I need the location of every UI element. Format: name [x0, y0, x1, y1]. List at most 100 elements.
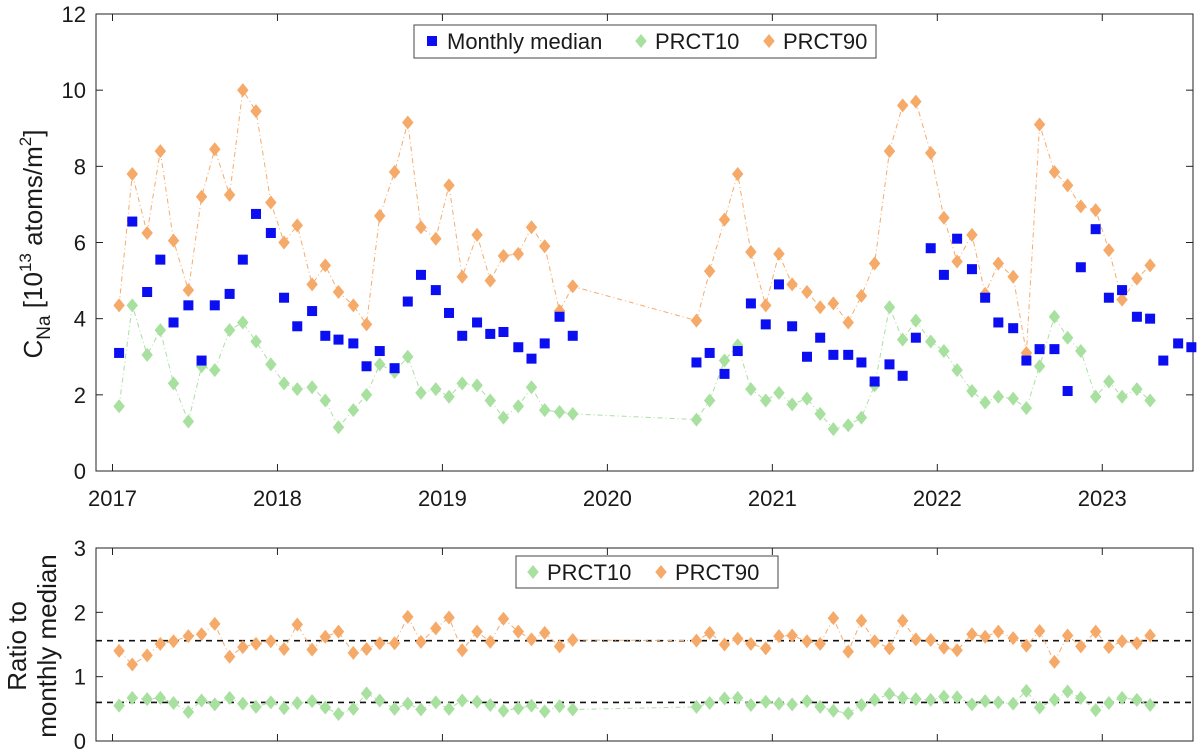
point-prct10	[456, 376, 468, 391]
plot-frame	[95, 547, 1194, 742]
point-monthly-median	[1049, 344, 1060, 355]
point-monthly-median	[787, 321, 798, 332]
point-prct10	[223, 323, 236, 338]
point-prct10	[1075, 344, 1087, 359]
point-prct10	[443, 389, 455, 404]
point-prct90	[223, 187, 236, 202]
point-prct90	[951, 643, 963, 658]
point-prct90	[402, 609, 414, 624]
point-prct90	[924, 146, 937, 161]
y-tick-label: 8	[74, 154, 86, 179]
point-prct90	[306, 277, 318, 292]
point-prct90	[1116, 634, 1128, 649]
legend-label: PRCT10	[547, 560, 631, 585]
point-prct90	[690, 313, 703, 328]
point-prct90	[347, 298, 360, 313]
point-prct90	[842, 644, 854, 659]
y-axis-label-sub: Na	[34, 315, 55, 340]
point-prct90	[167, 634, 180, 649]
point-monthly-median	[567, 330, 578, 341]
point-prct90	[786, 628, 798, 643]
point-prct10	[1007, 696, 1019, 711]
point-monthly-median	[719, 368, 730, 379]
point-prct90	[883, 144, 896, 159]
point-prct10	[360, 387, 373, 402]
point-monthly-median	[251, 208, 262, 219]
point-prct10	[402, 696, 414, 711]
point-monthly-median	[307, 306, 318, 317]
point-prct90	[388, 165, 401, 180]
point-prct90	[1131, 636, 1143, 651]
point-monthly-median	[168, 317, 179, 328]
point-prct90	[801, 285, 813, 300]
point-prct90	[265, 195, 277, 210]
point-monthly-median	[457, 330, 468, 341]
point-monthly-median	[938, 269, 949, 280]
point-monthly-median	[952, 233, 963, 244]
point-prct10	[992, 695, 1005, 710]
point-prct90	[773, 246, 785, 261]
point-prct90	[209, 142, 221, 157]
point-monthly-median	[745, 298, 756, 309]
point-prct10	[896, 332, 909, 347]
point-prct90	[690, 633, 703, 648]
point-prct90	[979, 629, 991, 644]
point-prct90	[373, 208, 386, 223]
point-prct10	[250, 334, 262, 349]
point-prct90	[141, 648, 153, 663]
point-prct10	[471, 378, 483, 393]
point-prct90	[525, 632, 538, 647]
point-prct10	[456, 693, 468, 708]
point-prct10	[306, 694, 318, 709]
point-prct10	[1048, 309, 1061, 324]
top-panel: 0 2 4 6 8 10 12 2017 2018 2019 2020 2021 2022 2023 CNa…	[16, 2, 1197, 511]
point-monthly-median	[114, 347, 125, 358]
point-prct90	[319, 258, 332, 273]
point-prct10	[1103, 374, 1115, 389]
point-prct10	[209, 697, 221, 712]
point-prct10	[827, 703, 840, 718]
point-prct10	[265, 357, 277, 372]
point-prct90	[182, 283, 195, 298]
point-prct10	[1020, 401, 1033, 416]
y-tick-label: 12	[62, 2, 86, 27]
y-axis-label-exp: 13	[16, 253, 35, 272]
point-prct90	[360, 317, 373, 332]
x-tick-label: 2019	[418, 486, 467, 511]
y-axis-label-main: C	[18, 340, 48, 359]
legend: PRCT10 PRCT90	[515, 555, 779, 589]
point-prct90	[1075, 639, 1087, 654]
point-monthly-median	[155, 254, 166, 265]
point-prct10	[773, 696, 785, 711]
point-prct90	[1061, 178, 1074, 193]
point-prct10	[525, 380, 538, 395]
point-prct90	[154, 636, 167, 651]
point-monthly-median	[265, 227, 276, 238]
point-prct10	[1033, 359, 1046, 374]
point-prct10	[347, 701, 360, 716]
point-prct90	[938, 210, 950, 225]
point-prct90	[497, 611, 510, 626]
point-prct10	[938, 344, 950, 359]
point-prct90	[484, 273, 497, 288]
point-monthly-median	[1103, 292, 1114, 303]
point-prct90	[167, 233, 180, 248]
point-prct90	[731, 631, 744, 646]
y-axis-label-line2: monthly median	[32, 554, 62, 738]
point-prct10	[1131, 382, 1143, 397]
point-prct10	[553, 699, 566, 714]
point-prct90	[1033, 623, 1046, 638]
y-axis-label: CNa [1013 atoms/m2]	[16, 130, 55, 359]
point-prct90	[291, 617, 303, 632]
plot-frame	[95, 13, 1194, 472]
point-prct10	[966, 697, 978, 712]
point-prct90	[471, 624, 483, 639]
point-monthly-median	[183, 300, 194, 311]
point-prct10	[760, 694, 772, 709]
point-prct10	[167, 696, 180, 711]
point-prct10	[415, 702, 427, 717]
point-prct90	[1144, 258, 1156, 273]
point-monthly-median	[292, 321, 303, 332]
point-prct90	[373, 636, 386, 651]
